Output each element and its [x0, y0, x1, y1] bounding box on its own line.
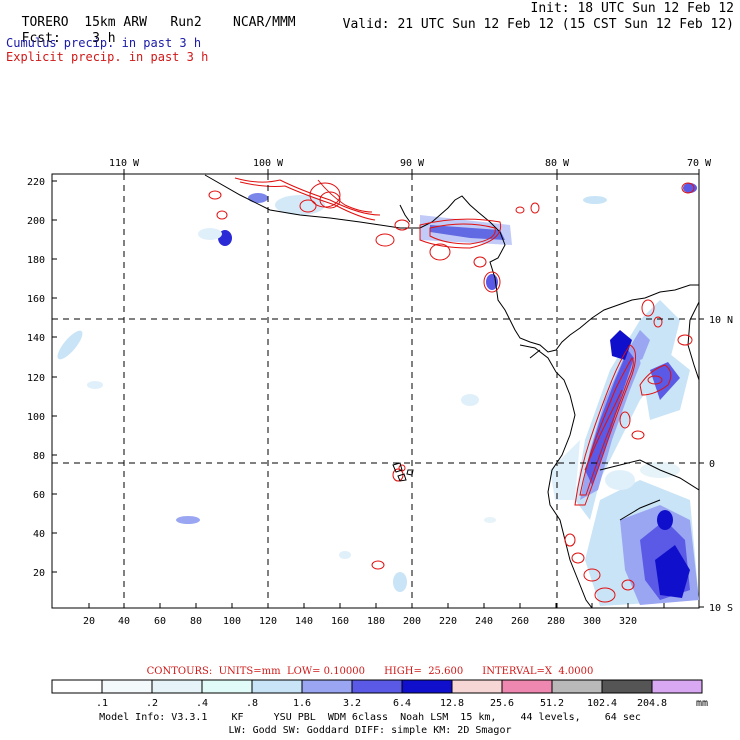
lon-label-100w: 100 W	[253, 158, 284, 169]
y-tick: 140	[27, 333, 45, 344]
y-tick: 60	[33, 490, 45, 501]
lat-label-0: 0	[709, 459, 715, 470]
legend-swatch	[251, 679, 303, 694]
y-tick: 200	[27, 216, 45, 227]
legend-label: 102.4	[587, 698, 617, 709]
field-explicit-label: Explicit precip. in past 3 h	[6, 50, 209, 64]
legend-swatch	[201, 679, 253, 694]
latlon-grid	[52, 174, 699, 608]
org-label: NCAR/MMM	[233, 15, 296, 30]
y-tick: 180	[27, 255, 45, 266]
y-tick: 40	[33, 529, 45, 540]
legend-label: .4	[196, 698, 208, 709]
model-info-line2: LW: Godd SW: Goddard DIFF: simple KM: 2D…	[228, 725, 512, 736]
x-tick: 260	[511, 616, 529, 627]
color-legend	[51, 679, 703, 694]
x-tick: 140	[295, 616, 313, 627]
x-tick: 200	[403, 616, 421, 627]
legend-label: 204.8	[637, 698, 667, 709]
legend-swatch	[501, 679, 553, 694]
legend-swatch	[51, 679, 103, 694]
x-tick: 220	[439, 616, 457, 627]
y-tick: 80	[33, 451, 45, 462]
y-tick: 160	[27, 294, 45, 305]
lon-label-70w: 70 W	[687, 158, 712, 169]
x-tick: 80	[190, 616, 202, 627]
x-tick: 300	[583, 616, 601, 627]
legend-swatch	[551, 679, 603, 694]
lat-label-10s: 10 S	[709, 603, 733, 614]
legend-swatch	[151, 679, 203, 694]
x-tick: 280	[547, 616, 565, 627]
model-name: TORERO	[21, 15, 69, 30]
y-tick: 100	[27, 412, 45, 423]
legend-label: 3.2	[343, 698, 361, 709]
legend-label: 12.8	[440, 698, 464, 709]
init-time: Init: 18 UTC Sun 12 Feb 12	[530, 1, 735, 16]
forecast-label: Fcst:	[21, 31, 61, 46]
lon-label-90w: 90 W	[400, 158, 425, 169]
x-tick: 180	[367, 616, 385, 627]
precip-shading	[57, 183, 699, 606]
x-tick: 240	[475, 616, 493, 627]
legend-swatch	[601, 679, 653, 694]
field-cumulus-label: Cumulus precip. in past 3 h	[6, 36, 202, 50]
x-tick: 60	[154, 616, 166, 627]
lon-label-110w: 110 W	[109, 158, 140, 169]
run-label: Run2	[170, 15, 202, 30]
legend-label: 1.6	[293, 698, 311, 709]
legend-swatch	[351, 679, 403, 694]
x-tick: 100	[223, 616, 241, 627]
legend-swatch	[101, 679, 153, 694]
model-resolution: 15km ARW	[84, 15, 147, 30]
model-info-line1: Model Info: V3.3.1 KF YSU PBL WDM 6class…	[99, 712, 641, 723]
x-tick: 160	[331, 616, 349, 627]
axis-ticks	[52, 169, 704, 608]
legend-swatch	[301, 679, 353, 694]
contour-info: CONTOURS: UNITS=mm LOW= 0.10000 HIGH= 25…	[146, 666, 594, 677]
legend-label: 25.6	[490, 698, 514, 709]
x-tick: 120	[259, 616, 277, 627]
lon-label-80w: 80 W	[545, 158, 570, 169]
y-tick: 20	[33, 568, 45, 579]
legend-label: .1	[96, 698, 108, 709]
legend-label: 51.2	[540, 698, 564, 709]
x-tick: 320	[619, 616, 637, 627]
valid-time: Valid: 21 UTC Sun 12 Feb 12 (15 CST Sun …	[342, 17, 734, 32]
legend-label: 6.4	[393, 698, 411, 709]
explicit-precip-contours	[208, 177, 695, 603]
y-tick: 220	[27, 177, 45, 188]
x-tick: 40	[118, 616, 130, 627]
y-tick: 120	[27, 373, 45, 384]
forecast-value: 3 h	[92, 31, 116, 46]
legend-swatch	[651, 679, 703, 694]
legend-units: mm	[696, 698, 708, 709]
legend-swatch	[451, 679, 503, 694]
legend-label: .2	[146, 698, 158, 709]
legend-swatch	[401, 679, 453, 694]
legend-label: .8	[246, 698, 258, 709]
lat-label-10n: 10 N	[709, 315, 733, 326]
x-tick: 20	[83, 616, 95, 627]
